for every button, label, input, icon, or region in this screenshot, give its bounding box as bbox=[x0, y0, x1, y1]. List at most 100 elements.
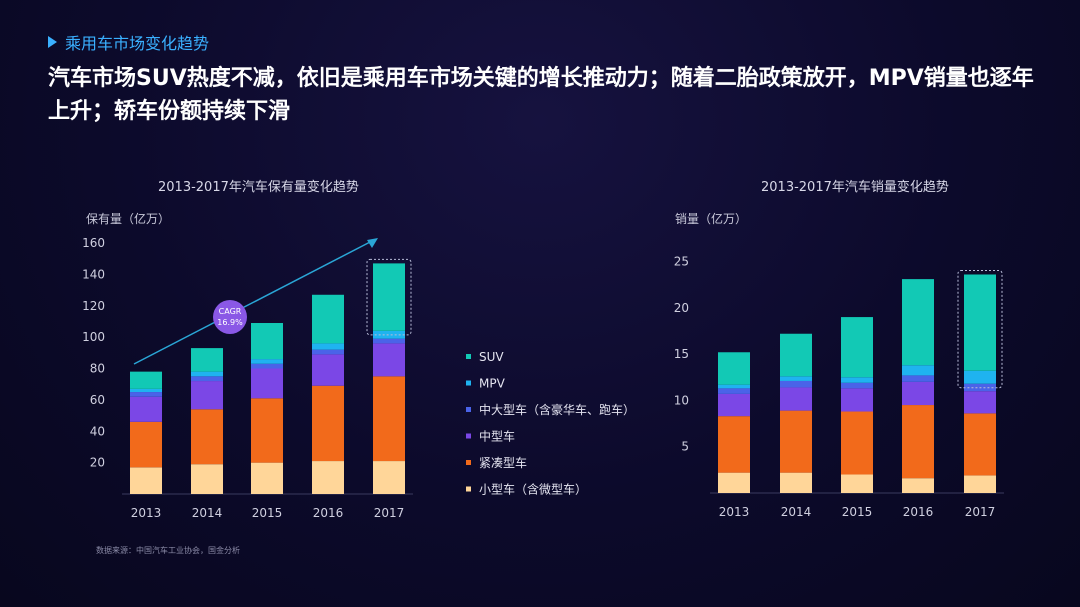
chart2-bar-mid bbox=[780, 387, 812, 411]
chart2-ytick: 10 bbox=[674, 393, 689, 407]
chart2-xtick: 2015 bbox=[842, 505, 873, 519]
chart1-highlight-box bbox=[366, 258, 412, 336]
chart2-bar-SUV bbox=[718, 352, 750, 385]
legend-label-compact: 紧凑型车 bbox=[479, 455, 527, 470]
chart2-bar-large bbox=[902, 375, 934, 382]
chart1-bar-large bbox=[373, 338, 405, 344]
growth-arrow-head-icon bbox=[367, 238, 378, 248]
legend-label-MPV: MPV bbox=[479, 377, 506, 391]
chart2-xtick: 2013 bbox=[719, 505, 750, 519]
chart2-bar-large bbox=[780, 380, 812, 388]
chart1-bar-mid bbox=[373, 343, 405, 377]
cagr-label: CAGR bbox=[219, 307, 242, 316]
data-source: 数据来源：中国汽车工业协会，国金分析 bbox=[96, 546, 240, 555]
headline: 汽车市场SUV热度不减，依旧是乘用车市场关键的增长推动力；随着二胎政策放开，MP… bbox=[48, 66, 1034, 124]
chart1-bar-small bbox=[130, 467, 162, 494]
chart1-ytick: 20 bbox=[90, 456, 105, 470]
chart1-bar-large bbox=[312, 349, 344, 355]
chart1-xtick: 2016 bbox=[313, 506, 344, 520]
chart1-bar-compact bbox=[251, 398, 283, 463]
chart1-bar-MPV bbox=[373, 330, 405, 339]
chart1-bar-large bbox=[130, 392, 162, 397]
chart2-bar-mid bbox=[902, 381, 934, 406]
chart1-ytick: 120 bbox=[82, 299, 105, 313]
section-title: 乘用车市场变化趋势 bbox=[65, 34, 210, 53]
chart1-bar-mid bbox=[312, 354, 344, 386]
chart2-bar-large bbox=[841, 382, 873, 389]
chart1-bar-mid bbox=[251, 368, 283, 399]
chart2-bar-MPV bbox=[718, 384, 750, 389]
chart1-bar-MPV bbox=[251, 359, 283, 364]
cagr-bubble bbox=[213, 300, 247, 334]
chart1-bar-mid bbox=[130, 396, 162, 422]
chart2-bar-MPV bbox=[780, 376, 812, 381]
chart1-bar-MPV bbox=[130, 388, 162, 393]
legend-swatch-compact bbox=[466, 460, 471, 465]
chart2-bar-small bbox=[718, 472, 750, 493]
chart2-ytick: 5 bbox=[681, 440, 689, 454]
chart2-bar-compact bbox=[718, 416, 750, 473]
chart1-ylabel: 保有量（亿万） bbox=[86, 212, 171, 226]
chart2-bar-compact bbox=[841, 411, 873, 475]
chart1-xtick: 2017 bbox=[374, 506, 405, 520]
chart1-bar-compact bbox=[312, 385, 344, 462]
chart1-bar-SUV bbox=[312, 294, 344, 344]
chart1-ytick: 80 bbox=[90, 362, 105, 376]
chart1-bar-compact bbox=[373, 376, 405, 462]
chart1-xtick: 2015 bbox=[252, 506, 283, 520]
chart1-ytick: 160 bbox=[82, 236, 105, 250]
chart1-xtick: 2013 bbox=[131, 506, 162, 520]
chart1-bar-mid bbox=[191, 381, 223, 410]
chart1-title: 2013-2017年汽车保有量变化趋势 bbox=[158, 180, 359, 195]
chart2-xtick: 2016 bbox=[903, 505, 934, 519]
legend-label-small: 小型车（含微型车） bbox=[479, 482, 587, 497]
chart2-bar-small bbox=[902, 478, 934, 493]
growth-arrow-line bbox=[133, 240, 373, 365]
chart2-bar-compact bbox=[780, 410, 812, 473]
legend-swatch-large bbox=[466, 407, 471, 412]
chart2-bar-small bbox=[780, 472, 812, 493]
chart2-ylabel: 销量（亿万） bbox=[675, 212, 748, 226]
chart1-ytick: 100 bbox=[82, 330, 105, 344]
legend-swatch-mid bbox=[466, 433, 471, 439]
legend-swatch-MPV bbox=[466, 380, 471, 386]
chart2-bar-SUV bbox=[964, 274, 996, 371]
chart1-bar-small bbox=[191, 464, 223, 494]
legend-swatch-small bbox=[466, 486, 471, 492]
chart2-bar-small bbox=[964, 475, 996, 493]
chart1-ytick: 60 bbox=[90, 393, 105, 407]
chart1-bar-small bbox=[312, 461, 344, 494]
chart2-ytick: 15 bbox=[674, 347, 689, 361]
chart1-bar-small bbox=[373, 461, 405, 494]
cagr-value: 16.9% bbox=[217, 318, 243, 327]
legend-label-large: 中大型车（含豪华车、跑车） bbox=[479, 402, 635, 417]
chart2-bar-compact bbox=[902, 405, 934, 479]
chart1-bar-compact bbox=[130, 421, 162, 468]
chart2-bar-MPV bbox=[902, 365, 934, 376]
chart1-bar-MPV bbox=[312, 343, 344, 350]
chart1-ytick: 40 bbox=[90, 424, 105, 438]
chart2-bar-mid bbox=[718, 393, 750, 417]
chart2-xtick: 2017 bbox=[965, 505, 996, 519]
play-triangle-icon bbox=[48, 36, 57, 48]
chart2-bar-SUV bbox=[841, 317, 873, 378]
chart2-bar-MPV bbox=[841, 377, 873, 383]
chart1-bar-SUV bbox=[191, 348, 223, 372]
chart1-bar-SUV bbox=[130, 371, 162, 389]
chart2-title: 2013-2017年汽车销量变化趋势 bbox=[761, 180, 949, 195]
chart1-bar-SUV bbox=[373, 263, 405, 331]
chart2-bar-small bbox=[841, 474, 873, 493]
chart1-bar-SUV bbox=[251, 323, 283, 360]
legend-label-SUV: SUV bbox=[479, 350, 504, 364]
chart1-bar-compact bbox=[191, 409, 223, 465]
chart2-bar-SUV bbox=[780, 333, 812, 377]
chart2-bar-SUV bbox=[902, 279, 934, 366]
chart1-ytick: 140 bbox=[82, 267, 105, 281]
chart2-ytick: 25 bbox=[674, 255, 689, 269]
chart1-xtick: 2014 bbox=[192, 506, 223, 520]
chart2-ytick: 20 bbox=[674, 301, 689, 315]
section-tag: 乘用车市场变化趋势 bbox=[48, 30, 209, 54]
chart1-bar-large bbox=[191, 376, 223, 382]
chart2-bar-mid bbox=[964, 391, 996, 414]
chart2-bar-mid bbox=[841, 388, 873, 412]
